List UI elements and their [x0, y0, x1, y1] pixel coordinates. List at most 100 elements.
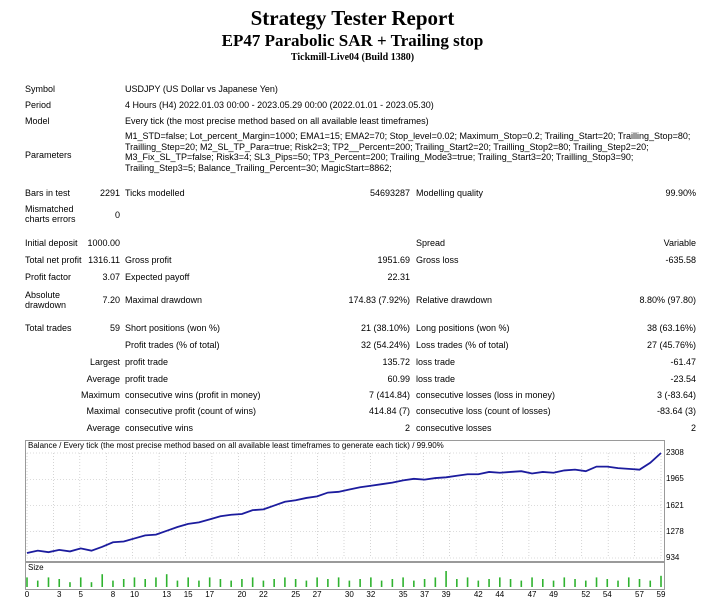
- period-label: Period: [25, 100, 52, 110]
- average-loss-value: -23.54: [670, 374, 696, 384]
- size-bar: [477, 580, 480, 587]
- x-tick-label: 47: [527, 590, 537, 599]
- x-tick-label: 25: [291, 590, 301, 599]
- size-bar: [90, 582, 93, 587]
- size-bar: [402, 577, 404, 587]
- ticks-label: Ticks modelled: [125, 188, 185, 198]
- size-bar: [36, 580, 39, 587]
- model-value: Every tick (the most precise method base…: [125, 116, 429, 126]
- x-tick-label: 0: [24, 590, 30, 599]
- size-bar: [144, 579, 147, 587]
- x-tick-label: 30: [344, 590, 354, 599]
- absdd-label-2: drawdown: [25, 300, 67, 310]
- average-loss-label: loss trade: [416, 374, 456, 384]
- spread-label: Spread: [416, 238, 446, 248]
- maximal-loss-label: consecutive loss (count of losses): [416, 406, 551, 416]
- max-wins-value: 7 (414.84): [368, 390, 410, 400]
- quality-label: Modelling quality: [416, 188, 484, 198]
- balance-chart-frame: [25, 440, 665, 562]
- size-bar: [241, 579, 243, 587]
- average-profit-label: profit trade: [125, 374, 169, 384]
- x-tick-label: 22: [258, 590, 268, 599]
- largest-loss-label: loss trade: [416, 357, 456, 367]
- reldd-label: Relative drawdown: [416, 295, 493, 305]
- size-bar: [574, 579, 576, 587]
- size-bar: [413, 580, 415, 587]
- deposit-value: 1000.00: [87, 238, 120, 248]
- x-tick-label: 49: [549, 590, 558, 599]
- max-wins-label: consecutive wins (profit in money): [125, 390, 261, 400]
- maxdd-value: 174.83 (7.92%): [348, 295, 410, 305]
- size-bar: [273, 579, 275, 587]
- maximal-loss-value: -83.64 (3): [656, 406, 696, 416]
- size-bar: [262, 580, 265, 587]
- absdd-label: Absolute: [25, 290, 61, 300]
- size-bar: [112, 580, 114, 587]
- mismatch-label: Mismatched: [25, 204, 74, 214]
- netprofit-value: 1316.11: [88, 255, 120, 265]
- x-tick-label: 10: [130, 590, 139, 599]
- deposit-label: Initial deposit: [25, 238, 78, 248]
- absdd-value: 7.20: [102, 295, 120, 305]
- maxdd-label: Maximal drawdown: [125, 295, 203, 305]
- size-bar: [380, 580, 383, 587]
- symbol-label: Symbol: [25, 84, 56, 94]
- maximal-profit-label: consecutive profit (count of wins): [125, 406, 257, 416]
- x-tick-label: 35: [398, 590, 408, 599]
- bars-label: Bars in test: [25, 188, 71, 198]
- max-losses-value: 3 (-83.64): [656, 390, 696, 400]
- x-tick-label: 37: [420, 590, 430, 599]
- x-tick-label: 3: [57, 590, 62, 599]
- ptrades-value: 32 (54.24%): [360, 340, 410, 350]
- size-bar: [122, 579, 125, 587]
- size-bar: [638, 579, 641, 587]
- size-bar: [509, 579, 512, 587]
- x-tick-label: 44: [495, 590, 505, 599]
- size-chart-title: Size: [28, 563, 44, 572]
- report-title: Strategy Tester Report: [250, 6, 455, 30]
- trades-label: Total trades: [25, 323, 72, 333]
- size-bar: [198, 580, 200, 587]
- parameters-label: Parameters: [25, 150, 72, 160]
- size-bar: [79, 577, 82, 587]
- average-label: Average: [86, 374, 120, 384]
- size-bar: [176, 580, 179, 587]
- size-bar: [165, 574, 168, 587]
- balance-chart-title: Balance / Every tick (the most precise m…: [28, 441, 444, 450]
- size-bar: [208, 577, 211, 587]
- size-chart: [26, 571, 662, 587]
- size-bar: [466, 577, 469, 587]
- reldd-value: 8.80% (97.80): [639, 295, 696, 305]
- size-bar: [58, 579, 61, 587]
- mismatch-value: 0: [114, 210, 120, 220]
- period-value: 4 Hours (H4) 2022.01.03 00:00 - 2023.05.…: [125, 100, 434, 110]
- avg-losses-value: 2: [690, 423, 696, 433]
- bars-value: 2291: [99, 188, 120, 198]
- long-value: 38 (63.16%): [646, 323, 696, 333]
- ptrades-label: Profit trades (% of total): [125, 340, 220, 350]
- x-tick-label: 59: [656, 590, 666, 599]
- x-tick-label: 52: [581, 590, 591, 599]
- report-subtitle: EP47 Parabolic SAR + Trailing stop: [221, 31, 484, 50]
- avg-wins-label: consecutive wins: [125, 423, 194, 433]
- largest-profit-value: 135.72: [382, 357, 410, 367]
- size-bar: [456, 579, 458, 587]
- payoff-value: 22.31: [387, 272, 410, 282]
- size-bar: [606, 579, 609, 587]
- balance-chart: [26, 452, 662, 559]
- payoff-label: Expected payoff: [125, 272, 190, 282]
- balance-line: [26, 452, 662, 554]
- size-bar: [101, 574, 104, 587]
- mismatch-label-2: charts errors: [25, 214, 76, 224]
- largest-profit-label: profit trade: [125, 357, 169, 367]
- size-bar: [445, 571, 447, 587]
- pf-label: Profit factor: [25, 272, 72, 282]
- size-bar: [47, 577, 50, 587]
- maximal-label: Maximal: [86, 406, 120, 416]
- ticks-value: 54693287: [369, 188, 410, 198]
- size-bar: [434, 577, 437, 587]
- y-tick-label: 934: [666, 553, 680, 562]
- grossloss-label: Gross loss: [416, 255, 459, 265]
- trades-value: 59: [109, 323, 120, 333]
- x-tick-label: 5: [78, 590, 83, 599]
